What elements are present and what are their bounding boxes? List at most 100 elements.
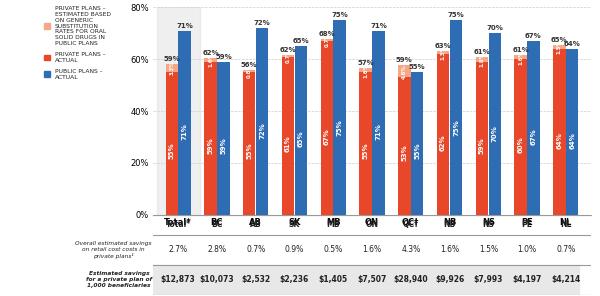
Text: 0.7%: 0.7%: [324, 33, 329, 47]
Text: 2.8%: 2.8%: [208, 245, 226, 254]
Text: 59%: 59%: [208, 138, 214, 154]
Text: $7,993: $7,993: [473, 275, 503, 284]
Text: 1.6%: 1.6%: [363, 63, 368, 78]
Text: 1.6%: 1.6%: [362, 245, 382, 254]
Text: 1.5%: 1.5%: [479, 245, 498, 254]
Bar: [282, 55, 294, 57]
Bar: [398, 65, 410, 77]
Text: 55%: 55%: [409, 64, 425, 70]
Text: 61%: 61%: [285, 135, 291, 152]
Text: AB: AB: [250, 220, 262, 229]
Text: 71%: 71%: [176, 23, 193, 29]
Bar: [217, 62, 230, 215]
Bar: [411, 72, 424, 215]
Text: $4,197: $4,197: [512, 275, 542, 284]
Bar: [437, 51, 449, 54]
Text: 62%: 62%: [440, 134, 446, 151]
Text: 4.3%: 4.3%: [401, 245, 421, 254]
Text: 1.5%: 1.5%: [557, 40, 562, 54]
Text: 64%: 64%: [556, 132, 562, 149]
Text: 57%: 57%: [357, 60, 374, 66]
Text: 0.7%: 0.7%: [246, 245, 265, 254]
Text: 61%: 61%: [473, 49, 490, 55]
Text: 70%: 70%: [486, 25, 503, 31]
Text: 55%: 55%: [362, 142, 368, 159]
Text: 72%: 72%: [254, 20, 271, 26]
Bar: [372, 31, 385, 215]
Bar: [450, 20, 462, 215]
Bar: [205, 62, 217, 215]
Bar: [205, 58, 217, 62]
Text: 75%: 75%: [453, 119, 459, 136]
Bar: [488, 33, 501, 215]
Text: 61%: 61%: [512, 47, 529, 53]
Bar: [476, 57, 488, 62]
Text: 64%: 64%: [564, 41, 581, 47]
Bar: [243, 72, 256, 215]
Bar: [178, 31, 191, 215]
Text: 62%: 62%: [202, 50, 219, 56]
Text: 1.6%: 1.6%: [518, 50, 523, 65]
Text: $2,236: $2,236: [280, 275, 309, 284]
Text: 1.8%: 1.8%: [479, 52, 484, 67]
Bar: [157, 7, 200, 215]
Text: 55%: 55%: [246, 142, 252, 159]
Text: 2.7%: 2.7%: [169, 245, 188, 254]
Text: NL: NL: [560, 220, 571, 229]
Bar: [295, 46, 307, 215]
Text: 0.9%: 0.9%: [285, 245, 304, 254]
Text: 0.5%: 0.5%: [323, 245, 343, 254]
Bar: [476, 62, 488, 215]
Bar: [437, 54, 449, 215]
Text: 0.7%: 0.7%: [286, 49, 290, 63]
Text: BC: BC: [211, 220, 223, 229]
Text: 1.6%: 1.6%: [208, 52, 213, 67]
Bar: [553, 45, 566, 49]
Text: QC†: QC†: [403, 220, 419, 229]
Bar: [514, 59, 527, 215]
Text: 75%: 75%: [337, 119, 343, 136]
Text: $28,940: $28,940: [394, 275, 428, 284]
Text: 71%: 71%: [376, 123, 382, 140]
Bar: [256, 28, 268, 215]
Text: 67%: 67%: [530, 128, 536, 145]
Text: 1.6%: 1.6%: [440, 245, 459, 254]
Text: ON: ON: [365, 220, 379, 229]
Text: Estimated savings
for a private plan of
1,000 beneficiaries: Estimated savings for a private plan of …: [86, 271, 152, 288]
Bar: [566, 49, 578, 215]
Text: $10,073: $10,073: [200, 275, 234, 284]
Bar: [320, 39, 333, 41]
Text: 59%: 59%: [163, 56, 180, 62]
Bar: [359, 68, 372, 72]
Text: NB: NB: [443, 220, 455, 229]
Bar: [553, 49, 566, 215]
Text: 70%: 70%: [492, 125, 498, 141]
Text: 65%: 65%: [298, 131, 304, 147]
Text: 59%: 59%: [396, 57, 413, 63]
Text: 63%: 63%: [434, 43, 451, 49]
Text: $7,507: $7,507: [358, 275, 386, 284]
Bar: [153, 265, 580, 295]
Legend: PRIVATE PLANS –
ESTIMATED BASED
ON GENERIC
SUBSTITUTION
RATES FOR ORAL
SOLID DRU: PRIVATE PLANS – ESTIMATED BASED ON GENER…: [44, 6, 111, 80]
Text: 62%: 62%: [280, 47, 296, 53]
Text: 4.6%: 4.6%: [402, 64, 407, 79]
Text: 56%: 56%: [241, 62, 257, 68]
Text: 53%: 53%: [401, 144, 407, 161]
Text: 0.8%: 0.8%: [247, 64, 252, 78]
Text: $2,532: $2,532: [241, 275, 270, 284]
Text: 59%: 59%: [220, 138, 226, 154]
Text: $9,926: $9,926: [435, 275, 464, 284]
Text: 59%: 59%: [479, 138, 485, 154]
Text: 75%: 75%: [448, 12, 464, 18]
Text: Overall estimated savings
on retail cost costs in
private plans¹: Overall estimated savings on retail cost…: [76, 241, 152, 259]
Text: 65%: 65%: [551, 37, 568, 43]
Bar: [514, 55, 527, 59]
Bar: [527, 41, 539, 215]
Bar: [320, 41, 333, 215]
Bar: [166, 72, 178, 215]
Text: 1.0%: 1.0%: [517, 245, 536, 254]
Text: MB: MB: [326, 220, 340, 229]
Text: 72%: 72%: [259, 123, 265, 139]
Text: 55%: 55%: [414, 142, 420, 159]
Text: 71%: 71%: [182, 123, 188, 140]
